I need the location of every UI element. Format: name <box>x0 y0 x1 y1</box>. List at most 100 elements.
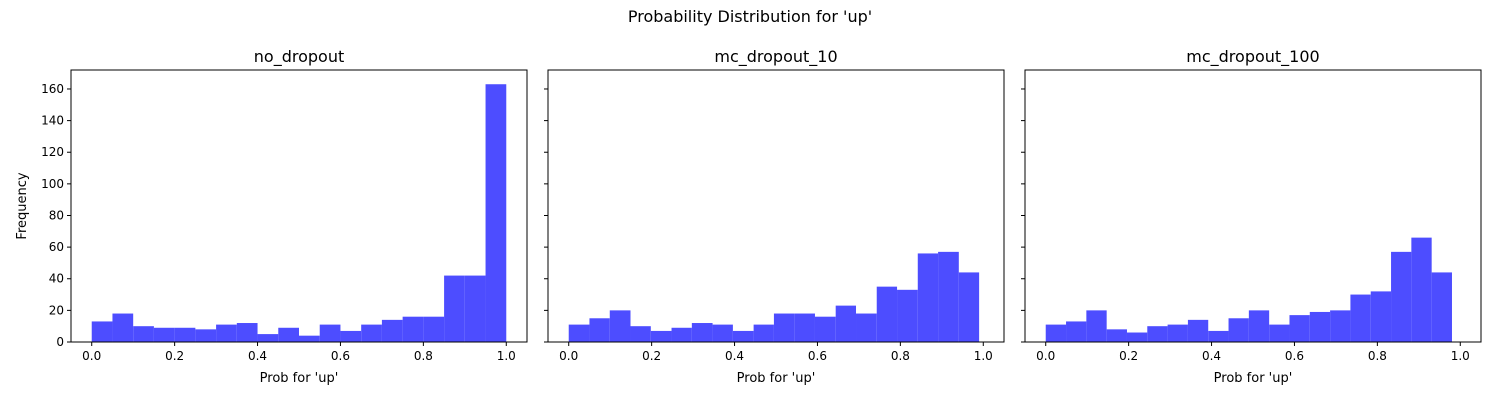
histogram-bar <box>340 330 362 342</box>
x-tick-label: 1.0 <box>1451 349 1470 363</box>
y-tick-label: 20 <box>49 303 64 317</box>
histogram-bar <box>319 324 341 342</box>
axes-frame <box>70 69 528 343</box>
histogram-bar <box>1208 330 1229 342</box>
x-tick-label: 0.8 <box>414 349 433 363</box>
x-tick-label: 0.6 <box>808 349 827 363</box>
histogram-bar <box>1045 324 1067 342</box>
x-tick-label: 0.8 <box>1368 349 1387 363</box>
histogram-bar <box>1330 310 1351 342</box>
histogram-bar <box>1411 237 1432 342</box>
histogram-bar <box>1289 315 1310 342</box>
histogram-bar <box>1106 329 1127 342</box>
histogram-bar <box>630 326 651 342</box>
histogram-bar <box>835 305 857 342</box>
histogram-bar <box>753 324 774 342</box>
x-tick-label: 0.0 <box>559 349 578 363</box>
histogram-bar <box>1187 319 1209 342</box>
y-tick-label: 0 <box>56 335 64 349</box>
histogram-bar <box>1391 251 1412 342</box>
y-tick-label: 140 <box>41 114 64 128</box>
histogram-bar <box>650 330 672 342</box>
histogram-bar <box>732 330 754 342</box>
figure-suptitle: Probability Distribution for 'up' <box>628 7 872 26</box>
histogram-bar <box>1431 272 1452 342</box>
histogram-bar <box>464 275 486 342</box>
histogram-bar <box>897 289 918 342</box>
y-tick-label: 80 <box>49 208 64 222</box>
subplot-title: mc_dropout_100 <box>1186 47 1319 67</box>
histogram-bar <box>1167 324 1188 342</box>
histogram-bar <box>917 253 939 342</box>
histogram-bar <box>1228 318 1249 342</box>
y-tick-label: 40 <box>49 272 64 286</box>
histogram-bar <box>361 324 382 342</box>
x-tick-label: 0.6 <box>1285 349 1304 363</box>
x-axis-label: Prob for 'up' <box>1214 371 1293 386</box>
histogram-bar <box>1350 294 1371 342</box>
subplot-panels: no_dropout 0.0 0.2 0.4 0.6 0.8 1.0 0 20 40 60 80 100… <box>41 47 1482 386</box>
histogram-bar <box>568 324 590 342</box>
x-tick-label: 0.6 <box>331 349 350 363</box>
histogram-bar <box>112 313 134 342</box>
x-tick-label: 0.4 <box>725 349 744 363</box>
histogram-bar <box>1147 326 1168 342</box>
y-tick-label: 120 <box>41 145 64 159</box>
histogram-bar <box>1370 291 1392 342</box>
histogram-bar <box>712 324 733 342</box>
x-axis-label: Prob for 'up' <box>737 371 816 386</box>
histogram-bar <box>814 316 836 342</box>
x-tick-label: 0.8 <box>891 349 910 363</box>
y-tick-label: 160 <box>41 82 64 96</box>
x-tick-label: 1.0 <box>974 349 993 363</box>
histogram-bar <box>444 275 465 342</box>
histogram-bar <box>257 334 279 342</box>
histogram-bar <box>856 313 877 342</box>
histogram-bar <box>299 335 320 342</box>
histogram-bar <box>174 327 196 342</box>
figure-ylabel: Frequency <box>15 172 30 239</box>
y-tick-label: 100 <box>41 177 64 191</box>
histogram-bar <box>773 313 795 342</box>
x-tick-label: 0.4 <box>1202 349 1221 363</box>
histogram-bar <box>691 323 713 342</box>
histogram-bar <box>133 326 154 342</box>
subplot-no_dropout: no_dropout 0.0 0.2 0.4 0.6 0.8 1.0 0 20 40 60 80 100… <box>41 47 528 386</box>
histogram-bar <box>402 316 424 342</box>
x-tick-label: 0.2 <box>1119 349 1138 363</box>
histogram-bar <box>216 324 237 342</box>
histogram-bar <box>91 321 113 342</box>
histogram-bar <box>589 318 610 342</box>
subplot-title: mc_dropout_10 <box>714 47 837 67</box>
histogram-bar <box>609 310 631 342</box>
x-tick-label: 1.0 <box>497 349 516 363</box>
axes-frame <box>1024 69 1482 343</box>
histogram-bar <box>938 251 959 342</box>
x-tick-label: 0.0 <box>1036 349 1055 363</box>
histogram-bar <box>794 313 815 342</box>
y-tick-label: 60 <box>49 240 64 254</box>
histogram-bar <box>671 327 692 342</box>
histogram-bar <box>1269 324 1290 342</box>
histogram-bar <box>236 323 258 342</box>
histogram-bar <box>1248 310 1270 342</box>
x-tick-label: 0.2 <box>165 349 184 363</box>
x-tick-label: 0.4 <box>248 349 267 363</box>
histogram-bar <box>153 327 175 342</box>
histogram-bar <box>485 84 507 343</box>
x-axis-label: Prob for 'up' <box>260 371 339 386</box>
axes-frame <box>547 69 1005 343</box>
histogram-bar <box>195 329 217 342</box>
x-tick-label: 0.2 <box>642 349 661 363</box>
histogram-bar <box>278 327 299 342</box>
histogram-bar <box>876 286 898 342</box>
histogram-bar <box>1126 332 1148 342</box>
histogram-bar <box>1309 311 1331 342</box>
subplot-mc_dropout_10: mc_dropout_10 0.0 0.2 0.4 0.6 0.8 1.0 Prob for … <box>544 47 1005 386</box>
histogram-bar <box>1066 321 1087 342</box>
x-tick-label: 0.0 <box>82 349 101 363</box>
histogram-bar <box>1086 310 1107 342</box>
histogram-bar <box>381 319 403 342</box>
